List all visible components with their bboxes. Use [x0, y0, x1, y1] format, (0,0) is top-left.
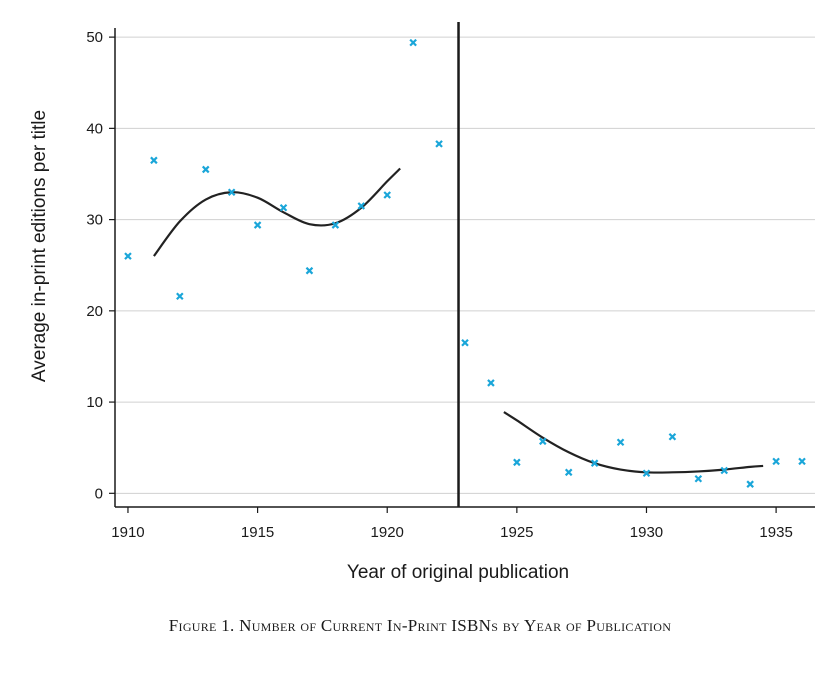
gridlines	[115, 36, 815, 494]
data-point	[487, 379, 495, 387]
data-point	[279, 203, 288, 212]
data-point	[409, 38, 417, 47]
x-tick-label: 1915	[241, 524, 274, 541]
data-point	[150, 156, 158, 165]
y-tick-label: 20	[86, 303, 103, 320]
y-tick-label: 40	[86, 120, 103, 137]
data-point	[564, 468, 573, 477]
data-points	[124, 38, 806, 488]
data-point	[616, 438, 625, 446]
y-tick-label: 30	[86, 212, 103, 229]
data-point	[357, 202, 366, 210]
scatter-chart: 0 10 20 30 40 50 1910 1915 1920 1925 1930 1935 Yea…	[29, 22, 815, 583]
x-axis-title: Year of original publication	[347, 562, 569, 583]
data-point	[746, 480, 754, 488]
data-point	[590, 459, 599, 467]
axes	[114, 28, 815, 508]
data-point	[331, 221, 340, 229]
data-point	[176, 292, 184, 301]
x-tick-label: 1930	[630, 524, 663, 541]
data-point	[772, 457, 780, 466]
figure-caption: Figure 1. Number of Current In-Print ISB…	[168, 616, 672, 635]
y-axis-title: Average in-print editions per title	[29, 110, 50, 382]
x-ticks: 1910 1915 1920 1925 1930 1935	[111, 507, 793, 541]
x-tick-label: 1935	[759, 524, 792, 541]
data-point	[305, 266, 314, 275]
y-tick-label: 0	[95, 485, 103, 502]
y-ticks: 0 10 20 30 40 50	[86, 29, 115, 502]
fit-line-1	[153, 167, 401, 257]
data-point	[201, 165, 210, 174]
data-point	[538, 437, 547, 446]
data-point	[435, 140, 443, 148]
data-point	[124, 252, 132, 260]
data-point	[694, 474, 703, 483]
data-point	[227, 188, 236, 197]
x-tick-label: 1920	[371, 524, 404, 541]
x-tick-label: 1925	[500, 524, 533, 541]
data-point	[668, 432, 677, 441]
data-point	[642, 469, 651, 478]
data-point	[383, 191, 392, 199]
data-point	[798, 457, 806, 466]
y-tick-label: 50	[86, 29, 103, 46]
data-point	[253, 221, 262, 229]
data-point	[461, 338, 469, 347]
x-tick-label: 1910	[111, 524, 144, 541]
data-point	[720, 466, 729, 475]
data-point	[513, 458, 521, 467]
y-tick-label: 10	[86, 394, 103, 411]
